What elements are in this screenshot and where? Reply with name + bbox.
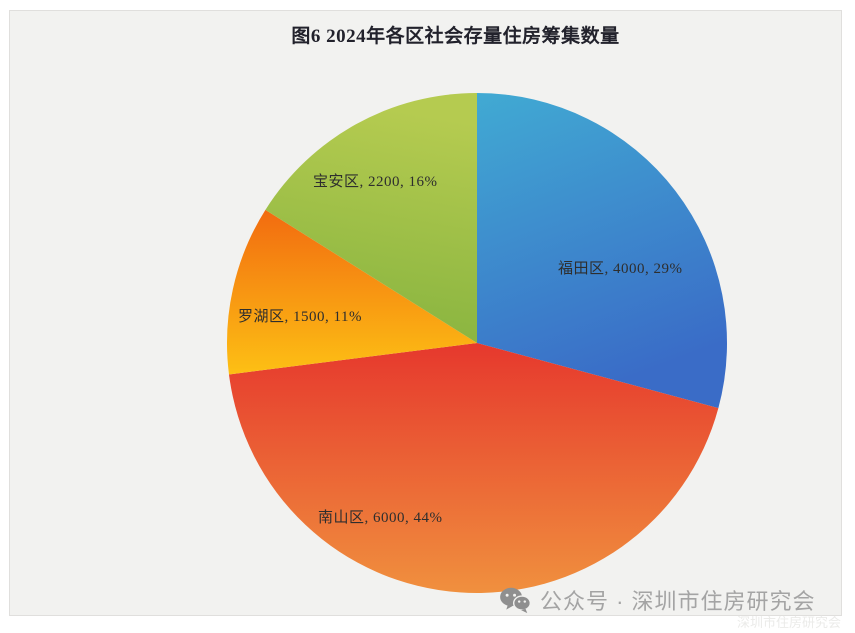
- slice-label-luohu: 罗湖区, 1500, 11%: [238, 309, 362, 325]
- pie-slice-2: [227, 209, 477, 375]
- pie-slice-1: [228, 343, 719, 593]
- slice-label-baoan: 宝安区, 2200, 16%: [313, 174, 438, 190]
- chart-title: 图6 2024年各区社会存量住房筹集数量: [291, 26, 620, 47]
- watermark: 公众号 · 深圳市住房研究会: [499, 585, 816, 615]
- slice-label-futian: 福田区, 4000, 29%: [558, 261, 683, 277]
- ghost-watermark: 深圳市住房研究会: [737, 615, 842, 630]
- watermark-text: 公众号 · 深圳市住房研究会: [540, 589, 816, 614]
- slice-label-nanshan: 南山区, 6000, 44%: [318, 510, 443, 526]
- pie-slice-0: [477, 93, 728, 409]
- pie-slice-3: [265, 92, 477, 343]
- wechat-icon: [500, 587, 531, 614]
